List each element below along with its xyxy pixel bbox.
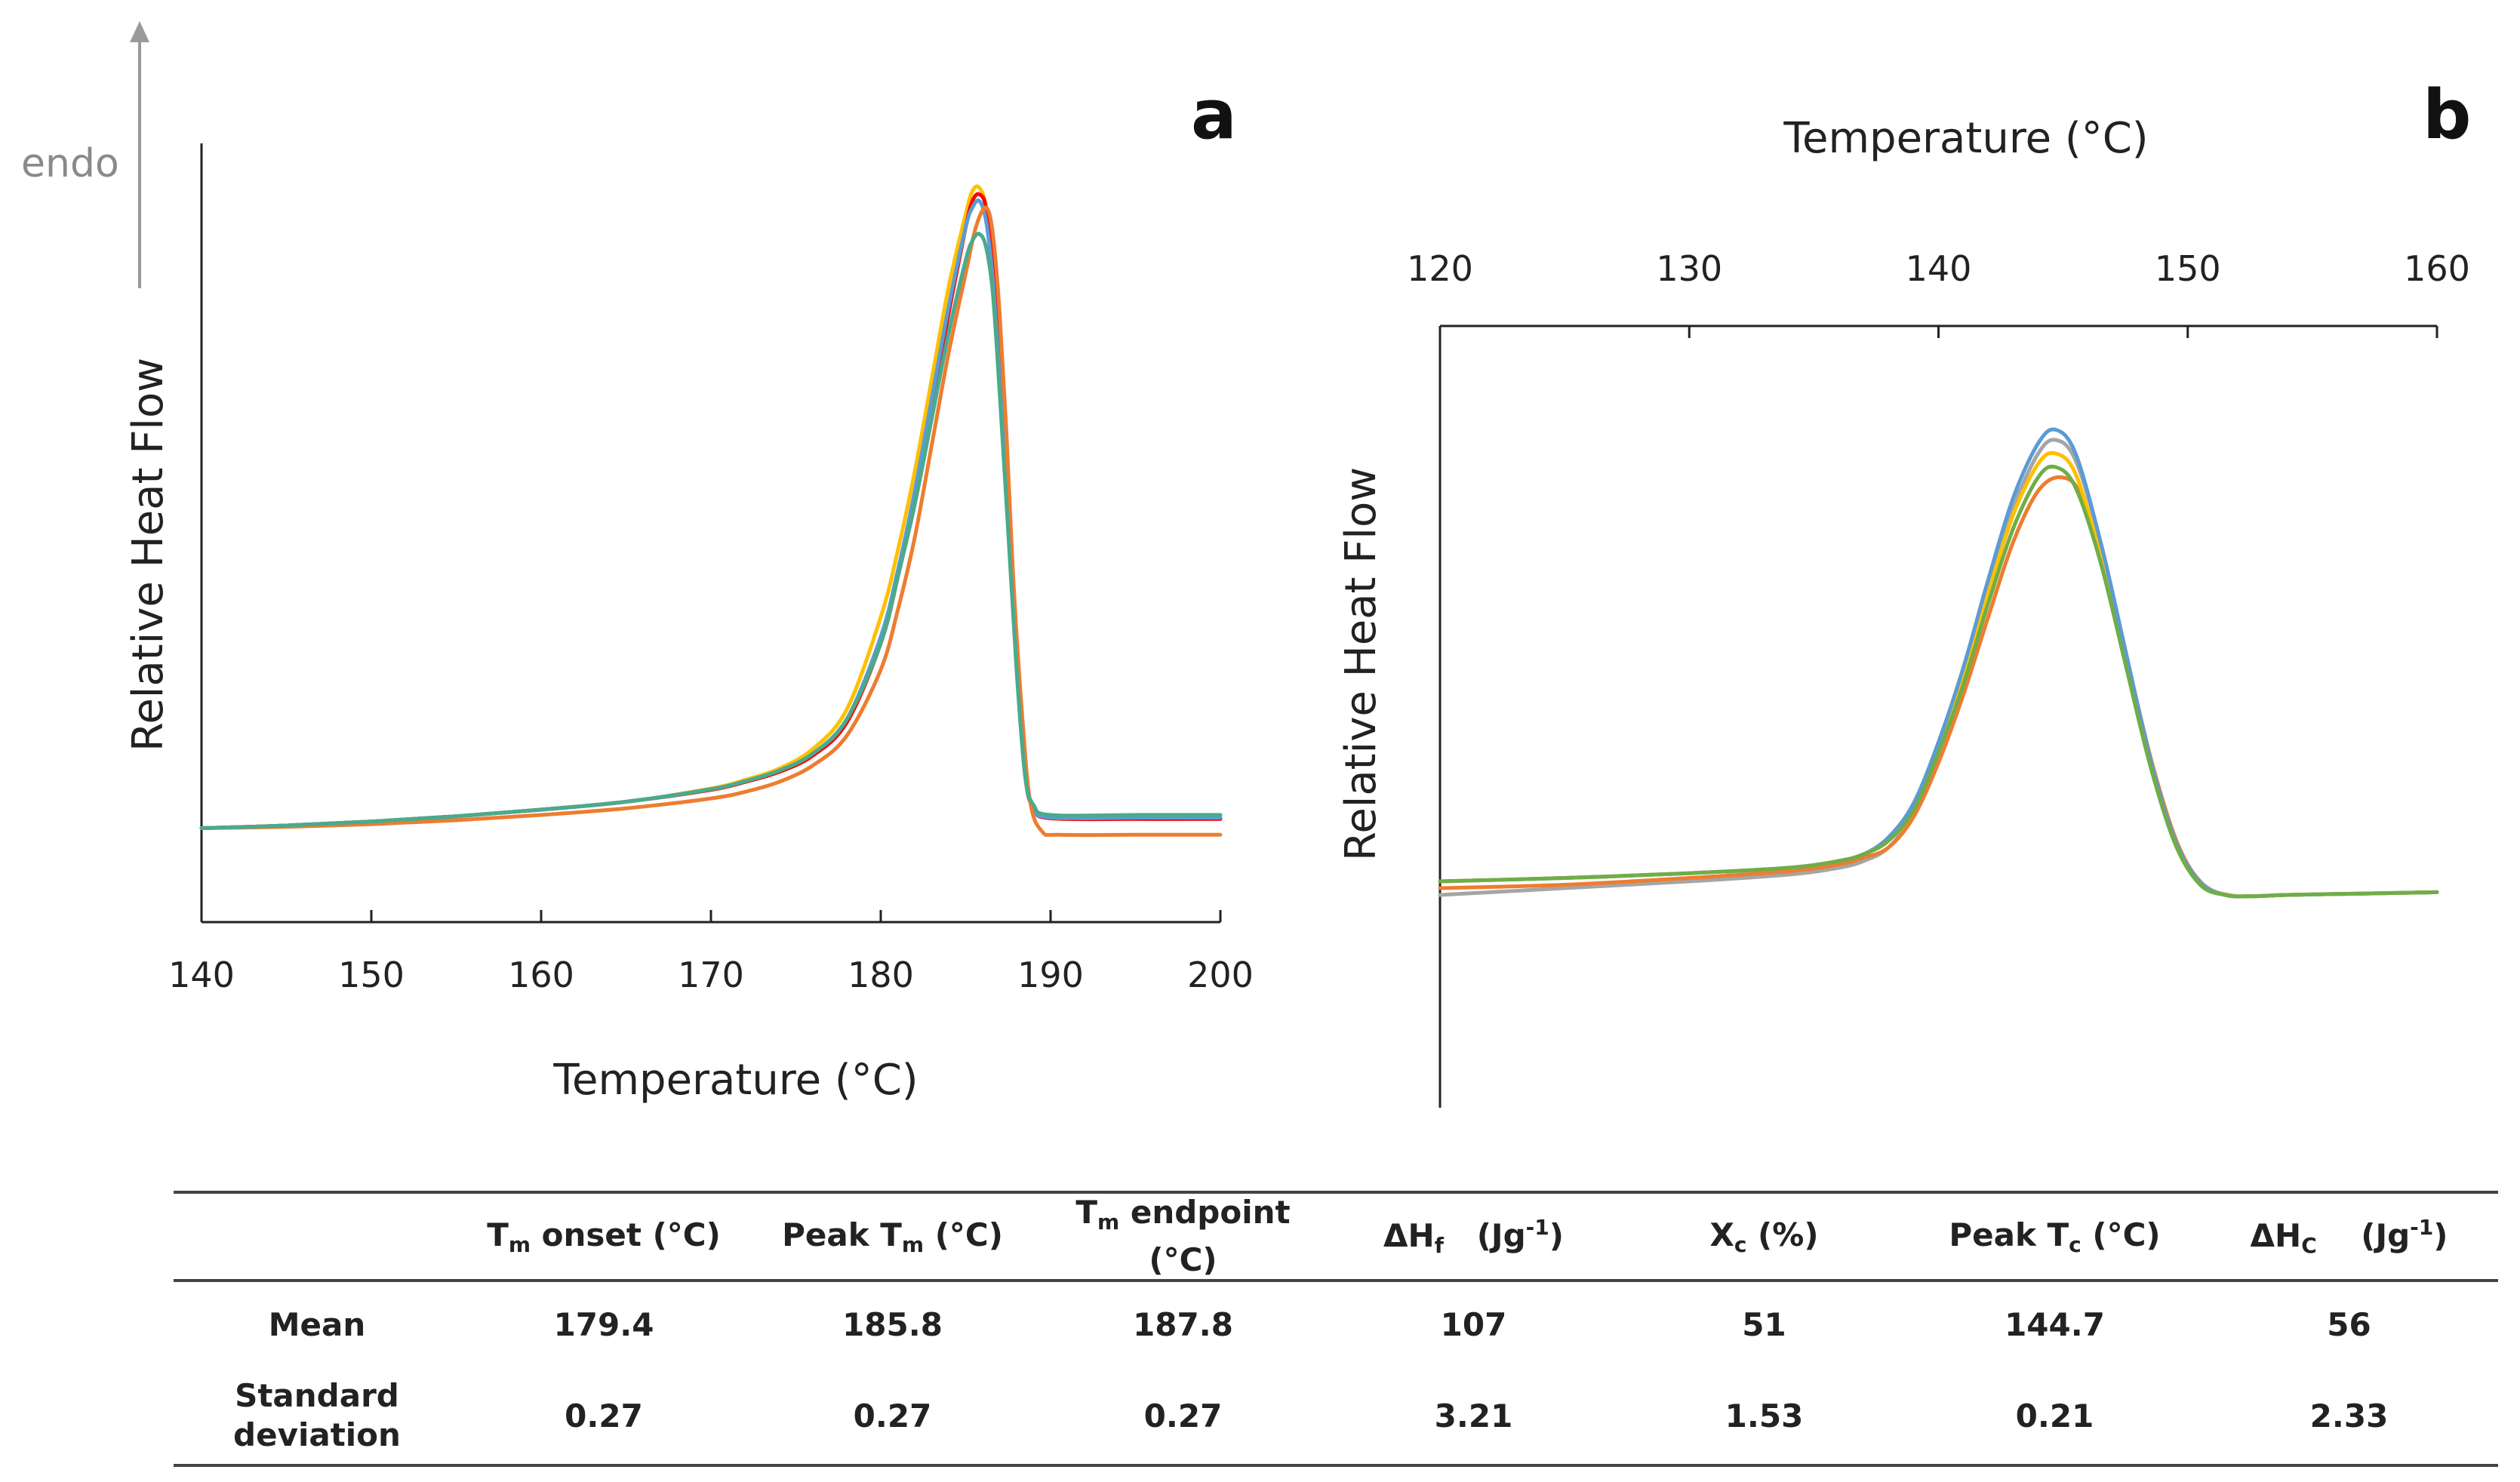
table-row-mean: Mean 179.4 185.8 187.8 107 51 144.7 56 (174, 1281, 2498, 1367)
cell-mean-xc: 51 (1742, 1306, 1786, 1343)
panel-b-chart: b Temperature (°C) 120 130 140 150 160 Relat… (1337, 75, 2471, 1108)
panel-b-x-tick-label: 140 (1906, 248, 1972, 289)
header-tm-onset: Tm onset (°C) (487, 1216, 721, 1257)
panel-a-x-tick-label: 150 (338, 955, 405, 995)
endo-arrowhead (130, 21, 149, 42)
header-tm-endpoint: Tm endpoint (°C) (1075, 1194, 1291, 1278)
cell-mean-tm-endpoint: 187.8 (1133, 1306, 1233, 1343)
panel-a-series-line-3 (199, 198, 1223, 830)
panel-a-chart: endo a 140 150 160 170 180 190 200 Temperature… (21, 21, 1254, 1105)
panel-b-x-tick-label: 150 (2155, 248, 2221, 289)
panel-a-x-tick-label: 190 (1017, 955, 1084, 995)
header-delta-hc: ΔHC (Jg-1) (2250, 1215, 2448, 1258)
panel-b-x-tick-label: 160 (2404, 248, 2470, 289)
cell-sd-delta-hc: 2.33 (2309, 1397, 2389, 1434)
header-blank (174, 1192, 460, 1281)
panel-b-x-tick-labels: 120 130 140 150 160 (1407, 248, 2470, 289)
panel-a-series-line-5 (199, 232, 1223, 830)
panel-b-x-axis-title: Temperature (°C) (1783, 114, 2148, 163)
header-peak-tc: Peak Tc (°C) (1949, 1216, 2161, 1257)
cell-mean-peak-tm: 185.8 (842, 1306, 943, 1343)
panel-b-letter: b (2423, 75, 2471, 155)
panel-a-y-axis-title: Relative Heat Flow (124, 358, 173, 752)
panel-b-x-ticks (1438, 326, 2438, 338)
table-row-standard-deviation: Standard deviation 0.27 0.27 0.27 3.21 1.… (174, 1367, 2498, 1465)
results-table: Tm onset (°C) Peak Tm (°C) Tm endpoint (°… (174, 1191, 2498, 1467)
cell-sd-tm-endpoint: 0.27 (1143, 1397, 1223, 1434)
cell-mean-tm-onset: 179.4 (553, 1306, 654, 1343)
panel-a-x-tick-label: 170 (678, 955, 744, 995)
panel-b-series-line-3 (1438, 450, 2439, 899)
table-header-row: Tm onset (°C) Peak Tm (°C) Tm endpoint (°… (174, 1192, 2498, 1281)
panel-b-series-line-1 (1438, 438, 2439, 899)
panel-a-series-line-2 (199, 192, 1223, 830)
header-peak-tm: Peak Tm (°C) (782, 1216, 1003, 1257)
panel-b-series-line-2 (1438, 475, 2439, 899)
cell-sd-tm-onset: 0.27 (565, 1397, 643, 1434)
panel-a-x-ticks (200, 910, 1222, 922)
endo-label: endo (21, 141, 119, 186)
panel-a-x-axis-title: Temperature (°C) (552, 1056, 918, 1105)
cell-mean-delta-hc: 56 (2327, 1306, 2371, 1343)
panel-a-x-tick-label: 200 (1187, 955, 1254, 995)
panel-a-x-tick-labels: 140 150 160 170 180 190 200 (168, 955, 1254, 995)
panel-b-series-line-5 (1438, 464, 2439, 899)
row-label-standard-deviation: Standard deviation (233, 1377, 401, 1453)
header-xc: Xc (%) (1709, 1216, 1819, 1257)
panel-a-x-tick-label: 160 (508, 955, 574, 995)
panel-a-series-line-4 (199, 205, 1223, 838)
cell-sd-xc: 1.53 (1725, 1397, 1804, 1434)
cell-mean-delta-hf: 107 (1440, 1306, 1507, 1343)
cell-sd-peak-tc: 0.21 (2015, 1397, 2094, 1434)
cell-sd-delta-hf: 3.21 (1434, 1397, 1513, 1434)
panel-a-letter: a (1191, 75, 1237, 155)
panel-b-series (1438, 427, 2439, 899)
panel-b-y-axis-title: Relative Heat Flow (1337, 467, 1386, 861)
panel-b-series-line-4 (1438, 427, 2439, 899)
panel-b-x-tick-label: 130 (1656, 248, 1722, 289)
panel-a-x-tick-label: 140 (168, 955, 235, 995)
cell-sd-peak-tm: 0.27 (853, 1397, 932, 1434)
panel-a-series-line-1 (199, 184, 1223, 830)
panel-b-x-tick-label: 120 (1407, 248, 1473, 289)
row-label-mean: Mean (268, 1306, 366, 1343)
header-delta-hf: ΔHf (Jg-1) (1383, 1215, 1564, 1258)
cell-mean-peak-tc: 144.7 (2005, 1306, 2105, 1343)
panel-a-series (199, 184, 1223, 838)
panel-a-x-tick-label: 180 (848, 955, 914, 995)
